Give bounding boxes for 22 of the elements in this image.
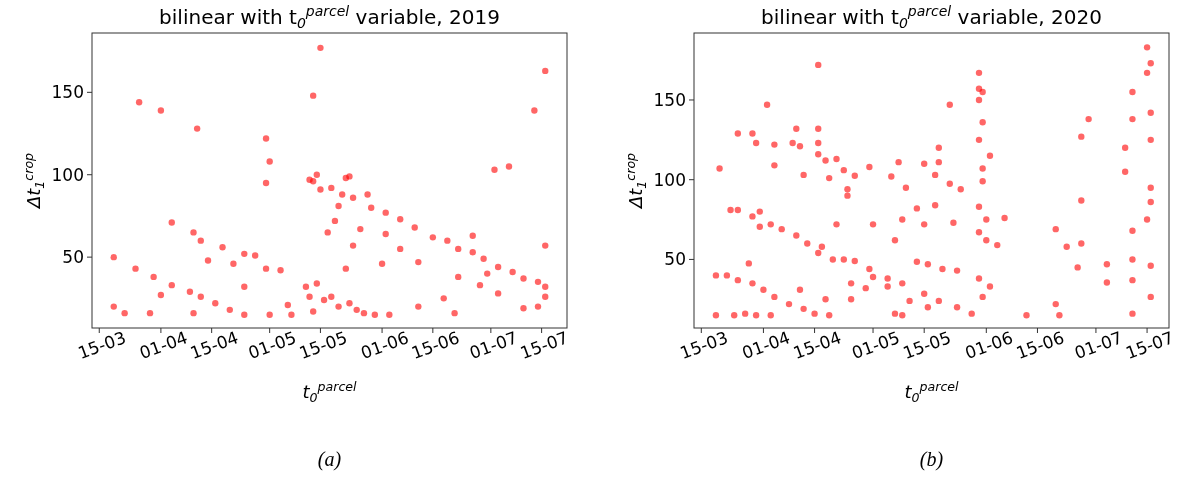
text: (a) [317,448,342,471]
y-tick-label: 100 [653,169,686,190]
x-tick-label: 01-07 [1071,327,1126,363]
x-tick-label: 15-05 [296,327,350,363]
x-tick-label: 01-05 [245,327,299,363]
y-tick-label: 100 [51,164,84,185]
y-tick-label: 50 [664,249,686,270]
x-tick-label: 15-07 [1123,327,1177,363]
x-tick-label: 15-06 [1013,327,1067,363]
x-tick-label: 01-06 [962,327,1016,363]
chart-title: bilinear with t$_{0}$$^{parcel}$ variable, 2020 [761,3,1102,32]
x-tick-label: 15-04 [790,327,844,363]
x-tick-label: 15-05 [900,327,954,363]
y-tick-label: 150 [653,89,686,110]
x-tick-label: 15-03 [75,327,129,363]
x-tick-label: 15-03 [677,327,731,363]
text: (b) [919,448,944,471]
x-tick-label: 01-05 [849,327,903,363]
x-tick-label: 01-04 [739,327,793,363]
chart-title: bilinear with t$_{0}$$^{parcel}$ variable, 2019 [159,3,500,32]
y-tick-label: 150 [51,82,84,103]
y-tick-label: 50 [62,247,84,268]
